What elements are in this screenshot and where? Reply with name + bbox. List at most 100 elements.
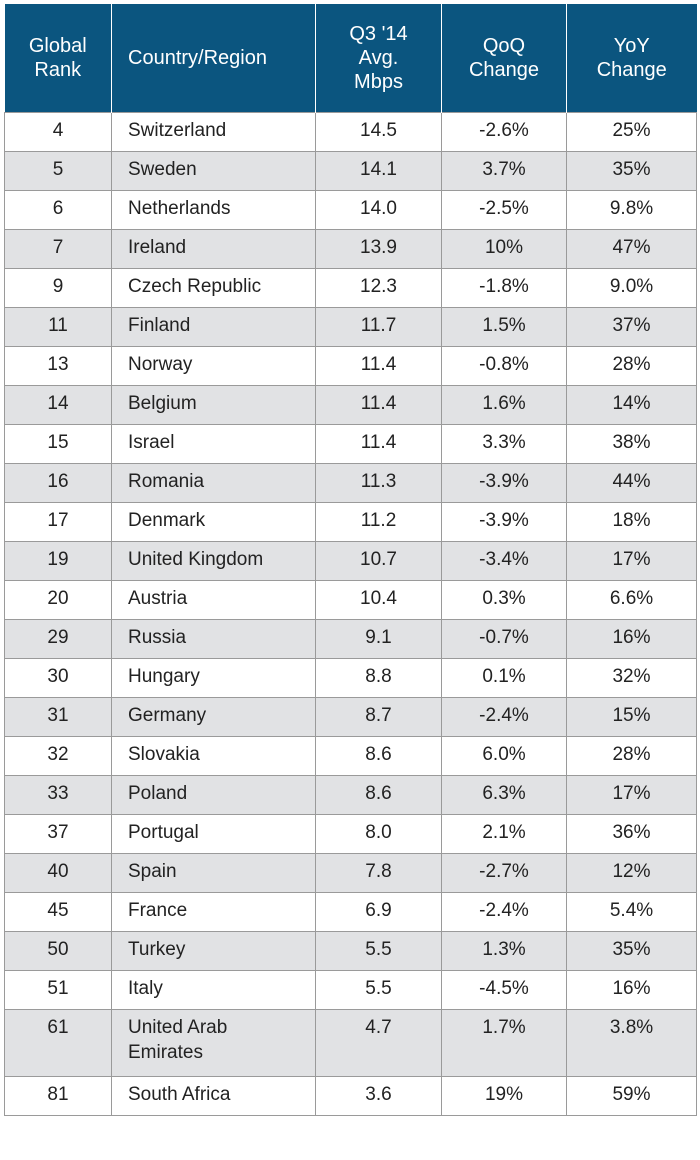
header-qoq-line: Change (468, 59, 540, 81)
cell-country: France (111, 892, 316, 932)
cell-mbps: 12.3 (315, 268, 442, 308)
cell-qoq: -4.5% (441, 970, 567, 1010)
cell-mbps: 8.0 (315, 814, 442, 854)
table-row: 16 Romania 11.3 -3.9% 44% (4, 463, 697, 503)
cell-rank: 30 (4, 658, 112, 698)
header-rank-line: Rank (34, 59, 82, 81)
cell-mbps: 11.7 (315, 307, 442, 347)
cell-qoq: -2.5% (441, 190, 567, 230)
table-row: 7 Ireland 13.9 10% 47% (4, 229, 697, 269)
cell-country: Denmark (111, 502, 316, 542)
cell-qoq: -3.4% (441, 541, 567, 581)
cell-mbps: 8.6 (315, 736, 442, 776)
cell-country: Romania (111, 463, 316, 503)
speed-table: Global Rank Country/Region Q3 '14 Avg. Mbps Qo… (4, 4, 697, 1116)
cell-country: Poland (111, 775, 316, 815)
cell-country-line: Emirates (128, 1042, 203, 1063)
cell-country: Netherlands (111, 190, 316, 230)
cell-country: Ireland (111, 229, 316, 269)
header-mbps: Q3 '14 Avg. Mbps (315, 4, 442, 113)
header-yoy: YoY Change (566, 4, 697, 113)
cell-yoy: 59% (566, 1076, 697, 1116)
cell-yoy: 5.4% (566, 892, 697, 932)
header-country-line: Country/Region (128, 47, 267, 69)
cell-country: Belgium (111, 385, 316, 425)
cell-country: Italy (111, 970, 316, 1010)
cell-country: Austria (111, 580, 316, 620)
cell-mbps: 8.7 (315, 697, 442, 737)
cell-qoq: -3.9% (441, 463, 567, 503)
cell-country: Israel (111, 424, 316, 464)
table-header: Global Rank Country/Region Q3 '14 Avg. Mbps Qo… (4, 4, 697, 113)
cell-yoy: 44% (566, 463, 697, 503)
cell-rank: 51 (4, 970, 112, 1010)
cell-mbps: 14.0 (315, 190, 442, 230)
table-row: 13 Norway 11.4 -0.8% 28% (4, 346, 697, 386)
table-row: 19 United Kingdom 10.7 -3.4% 17% (4, 541, 697, 581)
table-row: 50 Turkey 5.5 1.3% 35% (4, 931, 697, 971)
cell-mbps: 14.5 (315, 112, 442, 152)
header-qoq: QoQ Change (441, 4, 567, 113)
cell-rank: 29 (4, 619, 112, 659)
cell-qoq: 1.7% (441, 1009, 567, 1077)
cell-qoq: -0.8% (441, 346, 567, 386)
cell-yoy: 18% (566, 502, 697, 542)
cell-yoy: 35% (566, 151, 697, 191)
cell-yoy: 38% (566, 424, 697, 464)
cell-qoq: -2.4% (441, 697, 567, 737)
header-mbps-line: Mbps (354, 71, 403, 93)
cell-rank: 11 (4, 307, 112, 347)
cell-country: Germany (111, 697, 316, 737)
table-row: 30 Hungary 8.8 0.1% 32% (4, 658, 697, 698)
cell-rank: 16 (4, 463, 112, 503)
cell-country: South Africa (111, 1076, 316, 1116)
cell-qoq: 3.7% (441, 151, 567, 191)
header-row: Global Rank Country/Region Q3 '14 Avg. Mbps Qo… (4, 4, 697, 113)
cell-qoq: 6.3% (441, 775, 567, 815)
table-row: 14 Belgium 11.4 1.6% 14% (4, 385, 697, 425)
cell-rank: 81 (4, 1076, 112, 1116)
cell-yoy: 12% (566, 853, 697, 893)
cell-yoy: 28% (566, 346, 697, 386)
cell-mbps: 9.1 (315, 619, 442, 659)
cell-mbps: 5.5 (315, 970, 442, 1010)
cell-country-line: United Arab (128, 1017, 228, 1038)
cell-yoy: 9.0% (566, 268, 697, 308)
cell-country: Spain (111, 853, 316, 893)
cell-yoy: 17% (566, 775, 697, 815)
cell-country: Turkey (111, 931, 316, 971)
cell-yoy: 17% (566, 541, 697, 581)
table-row: 37 Portugal 8.0 2.1% 36% (4, 814, 697, 854)
cell-rank: 7 (4, 229, 112, 269)
table-row: 45 France 6.9 -2.4% 5.4% (4, 892, 697, 932)
cell-yoy: 14% (566, 385, 697, 425)
cell-qoq: 0.1% (441, 658, 567, 698)
table-row: 81 South Africa 3.6 19% 59% (4, 1076, 697, 1116)
table-row: 6 Netherlands 14.0 -2.5% 9.8% (4, 190, 697, 230)
cell-rank: 37 (4, 814, 112, 854)
cell-mbps: 11.4 (315, 346, 442, 386)
table-row: 61 United Arab Emirates 4.7 1.7% 3.8% (4, 1009, 697, 1077)
cell-mbps: 8.6 (315, 775, 442, 815)
cell-yoy: 16% (566, 619, 697, 659)
cell-qoq: -0.7% (441, 619, 567, 659)
table-row: 9 Czech Republic 12.3 -1.8% 9.0% (4, 268, 697, 308)
cell-qoq: -2.7% (441, 853, 567, 893)
cell-country: Czech Republic (111, 268, 316, 308)
header-qoq-line: QoQ (482, 35, 526, 57)
cell-mbps: 6.9 (315, 892, 442, 932)
cell-mbps: 11.2 (315, 502, 442, 542)
cell-mbps: 7.8 (315, 853, 442, 893)
cell-rank: 31 (4, 697, 112, 737)
table-row: 32 Slovakia 8.6 6.0% 28% (4, 736, 697, 776)
cell-qoq: -2.4% (441, 892, 567, 932)
cell-mbps: 11.3 (315, 463, 442, 503)
cell-rank: 20 (4, 580, 112, 620)
cell-yoy: 15% (566, 697, 697, 737)
cell-yoy: 47% (566, 229, 697, 269)
table-row: 4 Switzerland 14.5 -2.6% 25% (4, 112, 697, 152)
cell-rank: 40 (4, 853, 112, 893)
cell-rank: 9 (4, 268, 112, 308)
cell-country: United Kingdom (111, 541, 316, 581)
cell-country: Slovakia (111, 736, 316, 776)
